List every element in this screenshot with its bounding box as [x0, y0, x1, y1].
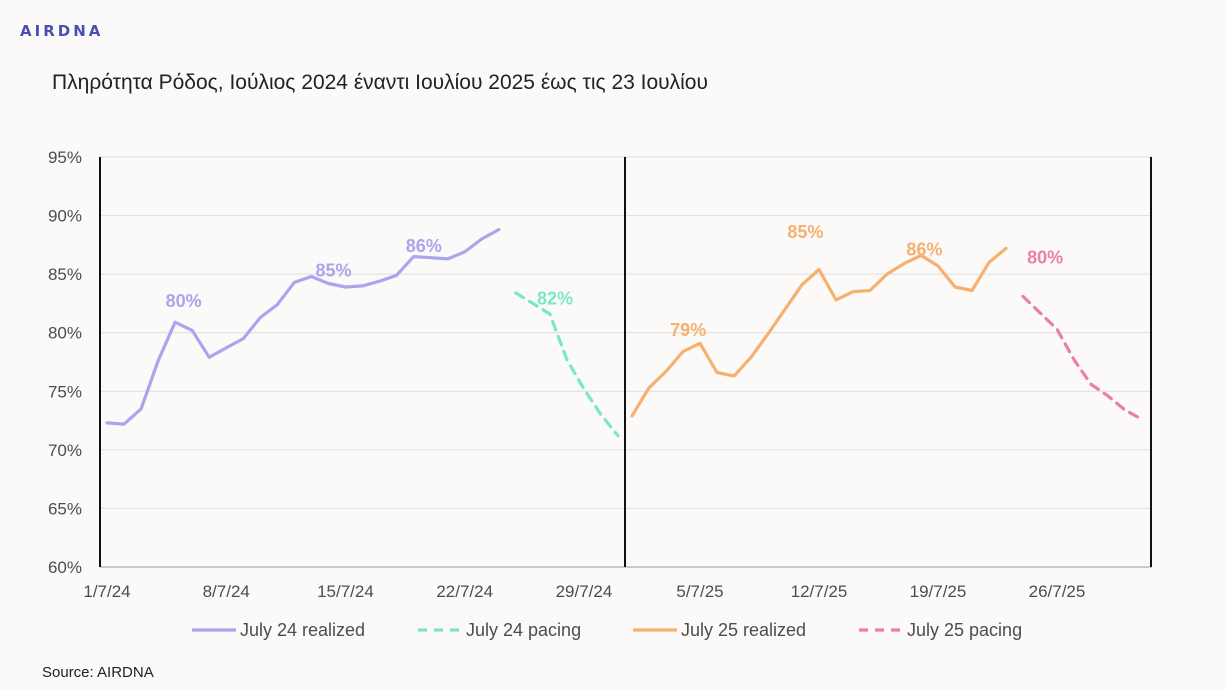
y-tick-label: 75%	[48, 382, 82, 401]
x-tick-label: 19/7/25	[910, 582, 967, 601]
data-label: 80%	[166, 291, 202, 311]
x-tick-label: 5/7/25	[676, 582, 723, 601]
series-lines	[105, 228, 1144, 438]
y-tick-label: 65%	[48, 499, 82, 518]
series-line	[514, 291, 620, 438]
legend: July 24 realized July 24 pacing July 25 re…	[192, 620, 1022, 640]
x-tick-label: 29/7/24	[556, 582, 613, 601]
data-label: 79%	[670, 320, 706, 340]
data-label: 80%	[1027, 248, 1063, 268]
series-line	[630, 246, 1008, 418]
axes: 60% 65% 70% 75% 80% 85% 90% 95% 1/7/24 8/7/24 15/7…	[48, 148, 1152, 601]
data-label: 82%	[537, 289, 573, 309]
legend-label: July 25 realized	[681, 620, 806, 640]
legend-label: July 24 realized	[240, 620, 365, 640]
y-tick-label: 95%	[48, 148, 82, 167]
data-label: 86%	[906, 239, 942, 259]
x-tick-label: 8/7/24	[203, 582, 250, 601]
y-tick-label: 90%	[48, 207, 82, 226]
series-line	[1021, 294, 1144, 421]
data-label: 85%	[316, 260, 352, 280]
legend-label: July 24 pacing	[466, 620, 581, 640]
x-tick-label: 1/7/24	[83, 582, 130, 601]
series-line	[105, 228, 501, 426]
x-tick-label: 12/7/25	[791, 582, 848, 601]
legend-label: July 25 pacing	[907, 620, 1022, 640]
y-tick-label: 60%	[48, 558, 82, 577]
data-label: 85%	[787, 222, 823, 242]
data-labels: 80% 85% 86% 82% 79% 85% 86% 80%	[166, 222, 1063, 340]
x-tick-label: 22/7/24	[436, 582, 493, 601]
data-label: 86%	[406, 236, 442, 256]
x-tick-label: 26/7/25	[1029, 582, 1086, 601]
x-tick-label: 15/7/24	[317, 582, 374, 601]
y-tick-label: 85%	[48, 265, 82, 284]
airdna-logo: AIRDNA	[20, 22, 104, 40]
y-tick-label: 70%	[48, 441, 82, 460]
y-tick-label: 80%	[48, 324, 82, 343]
source-note: Source: AIRDNA	[42, 664, 154, 681]
chart-title: Πληρότητα Ρόδος, Ιούλιος 2024 έναντι Ιου…	[52, 71, 708, 94]
